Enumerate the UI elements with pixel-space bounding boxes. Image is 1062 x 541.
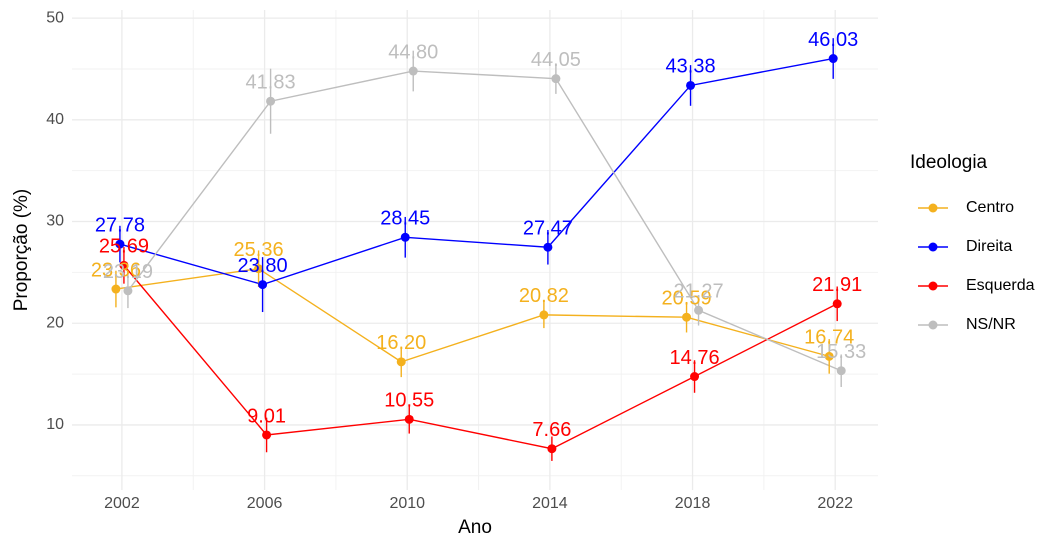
point (836, 366, 846, 376)
point (119, 260, 129, 270)
legend-title: Ideologia (910, 152, 988, 173)
data-label: 15.33 (816, 341, 866, 363)
point (111, 284, 121, 294)
point (404, 414, 414, 424)
data-label: 16.74 (804, 327, 854, 349)
point (694, 305, 704, 315)
point (408, 66, 418, 76)
y-tick-label: 20 (46, 314, 64, 331)
data-label: 27.47 (523, 218, 573, 240)
data-label: 20.59 (662, 288, 712, 310)
x-tick-label: 2022 (817, 495, 853, 512)
y-axis-label: Proporção (%) (11, 189, 32, 312)
legend-label: Esquerda (966, 277, 1035, 294)
legend-label: NS/NR (966, 316, 1016, 333)
point (690, 372, 700, 382)
data-label: 21.91 (812, 274, 862, 296)
data-label: 20.82 (519, 285, 569, 307)
data-label: 10.55 (384, 390, 434, 412)
data-label: 23.36 (91, 259, 141, 281)
point (266, 96, 276, 106)
legend-key-point (928, 281, 938, 291)
point (262, 430, 272, 440)
data-label: 16.20 (376, 332, 426, 354)
point (115, 239, 125, 249)
legend-label: Direita (966, 238, 1012, 255)
series-line (115, 267, 830, 363)
data-label: 28.45 (380, 208, 430, 230)
point (396, 357, 406, 367)
data-label: 25.36 (234, 239, 284, 261)
point (832, 299, 842, 309)
point (551, 74, 561, 84)
data-label: 27.78 (95, 214, 145, 236)
series-line (127, 70, 842, 372)
data-label: 23.80 (238, 255, 288, 277)
x-tick-label: 2002 (104, 495, 140, 512)
x-tick-label: 2006 (247, 495, 283, 512)
legend-key-point (928, 203, 938, 213)
point (254, 264, 264, 274)
data-label: 7.66 (532, 419, 571, 441)
data-label: 14.76 (670, 347, 720, 369)
series-line (119, 57, 834, 286)
point (682, 312, 692, 322)
data-label: 23.19 (103, 261, 153, 283)
y-tick-label: 30 (46, 213, 64, 230)
x-tick-label: 2010 (389, 495, 425, 512)
y-tick-label: 10 (46, 416, 64, 433)
point (400, 232, 410, 242)
series-line (123, 264, 838, 450)
x-tick-label: 2018 (675, 495, 711, 512)
point (543, 242, 553, 252)
legend-label: Centro (966, 199, 1014, 216)
data-label: 41.83 (246, 72, 296, 94)
data-label: 21.27 (674, 281, 724, 303)
y-tick-label: 40 (46, 111, 64, 128)
data-label: 44.80 (388, 41, 438, 63)
y-tick-label: 50 (46, 9, 64, 26)
point (824, 351, 834, 361)
point (828, 54, 838, 64)
data-label: 25.69 (99, 236, 149, 258)
legend-key-point (928, 320, 938, 330)
x-axis-label: Ano (458, 517, 492, 538)
point (686, 80, 696, 90)
x-tick-label: 2014 (532, 495, 568, 512)
point (539, 310, 549, 320)
data-label: 43.38 (666, 56, 716, 78)
point (258, 280, 268, 290)
data-label: 46.03 (808, 29, 858, 51)
data-label: 9.01 (247, 405, 286, 427)
point (123, 286, 133, 296)
legend-key-point (928, 242, 938, 252)
point (547, 444, 557, 454)
grid (72, 10, 878, 490)
data-label: 44.05 (531, 49, 581, 71)
